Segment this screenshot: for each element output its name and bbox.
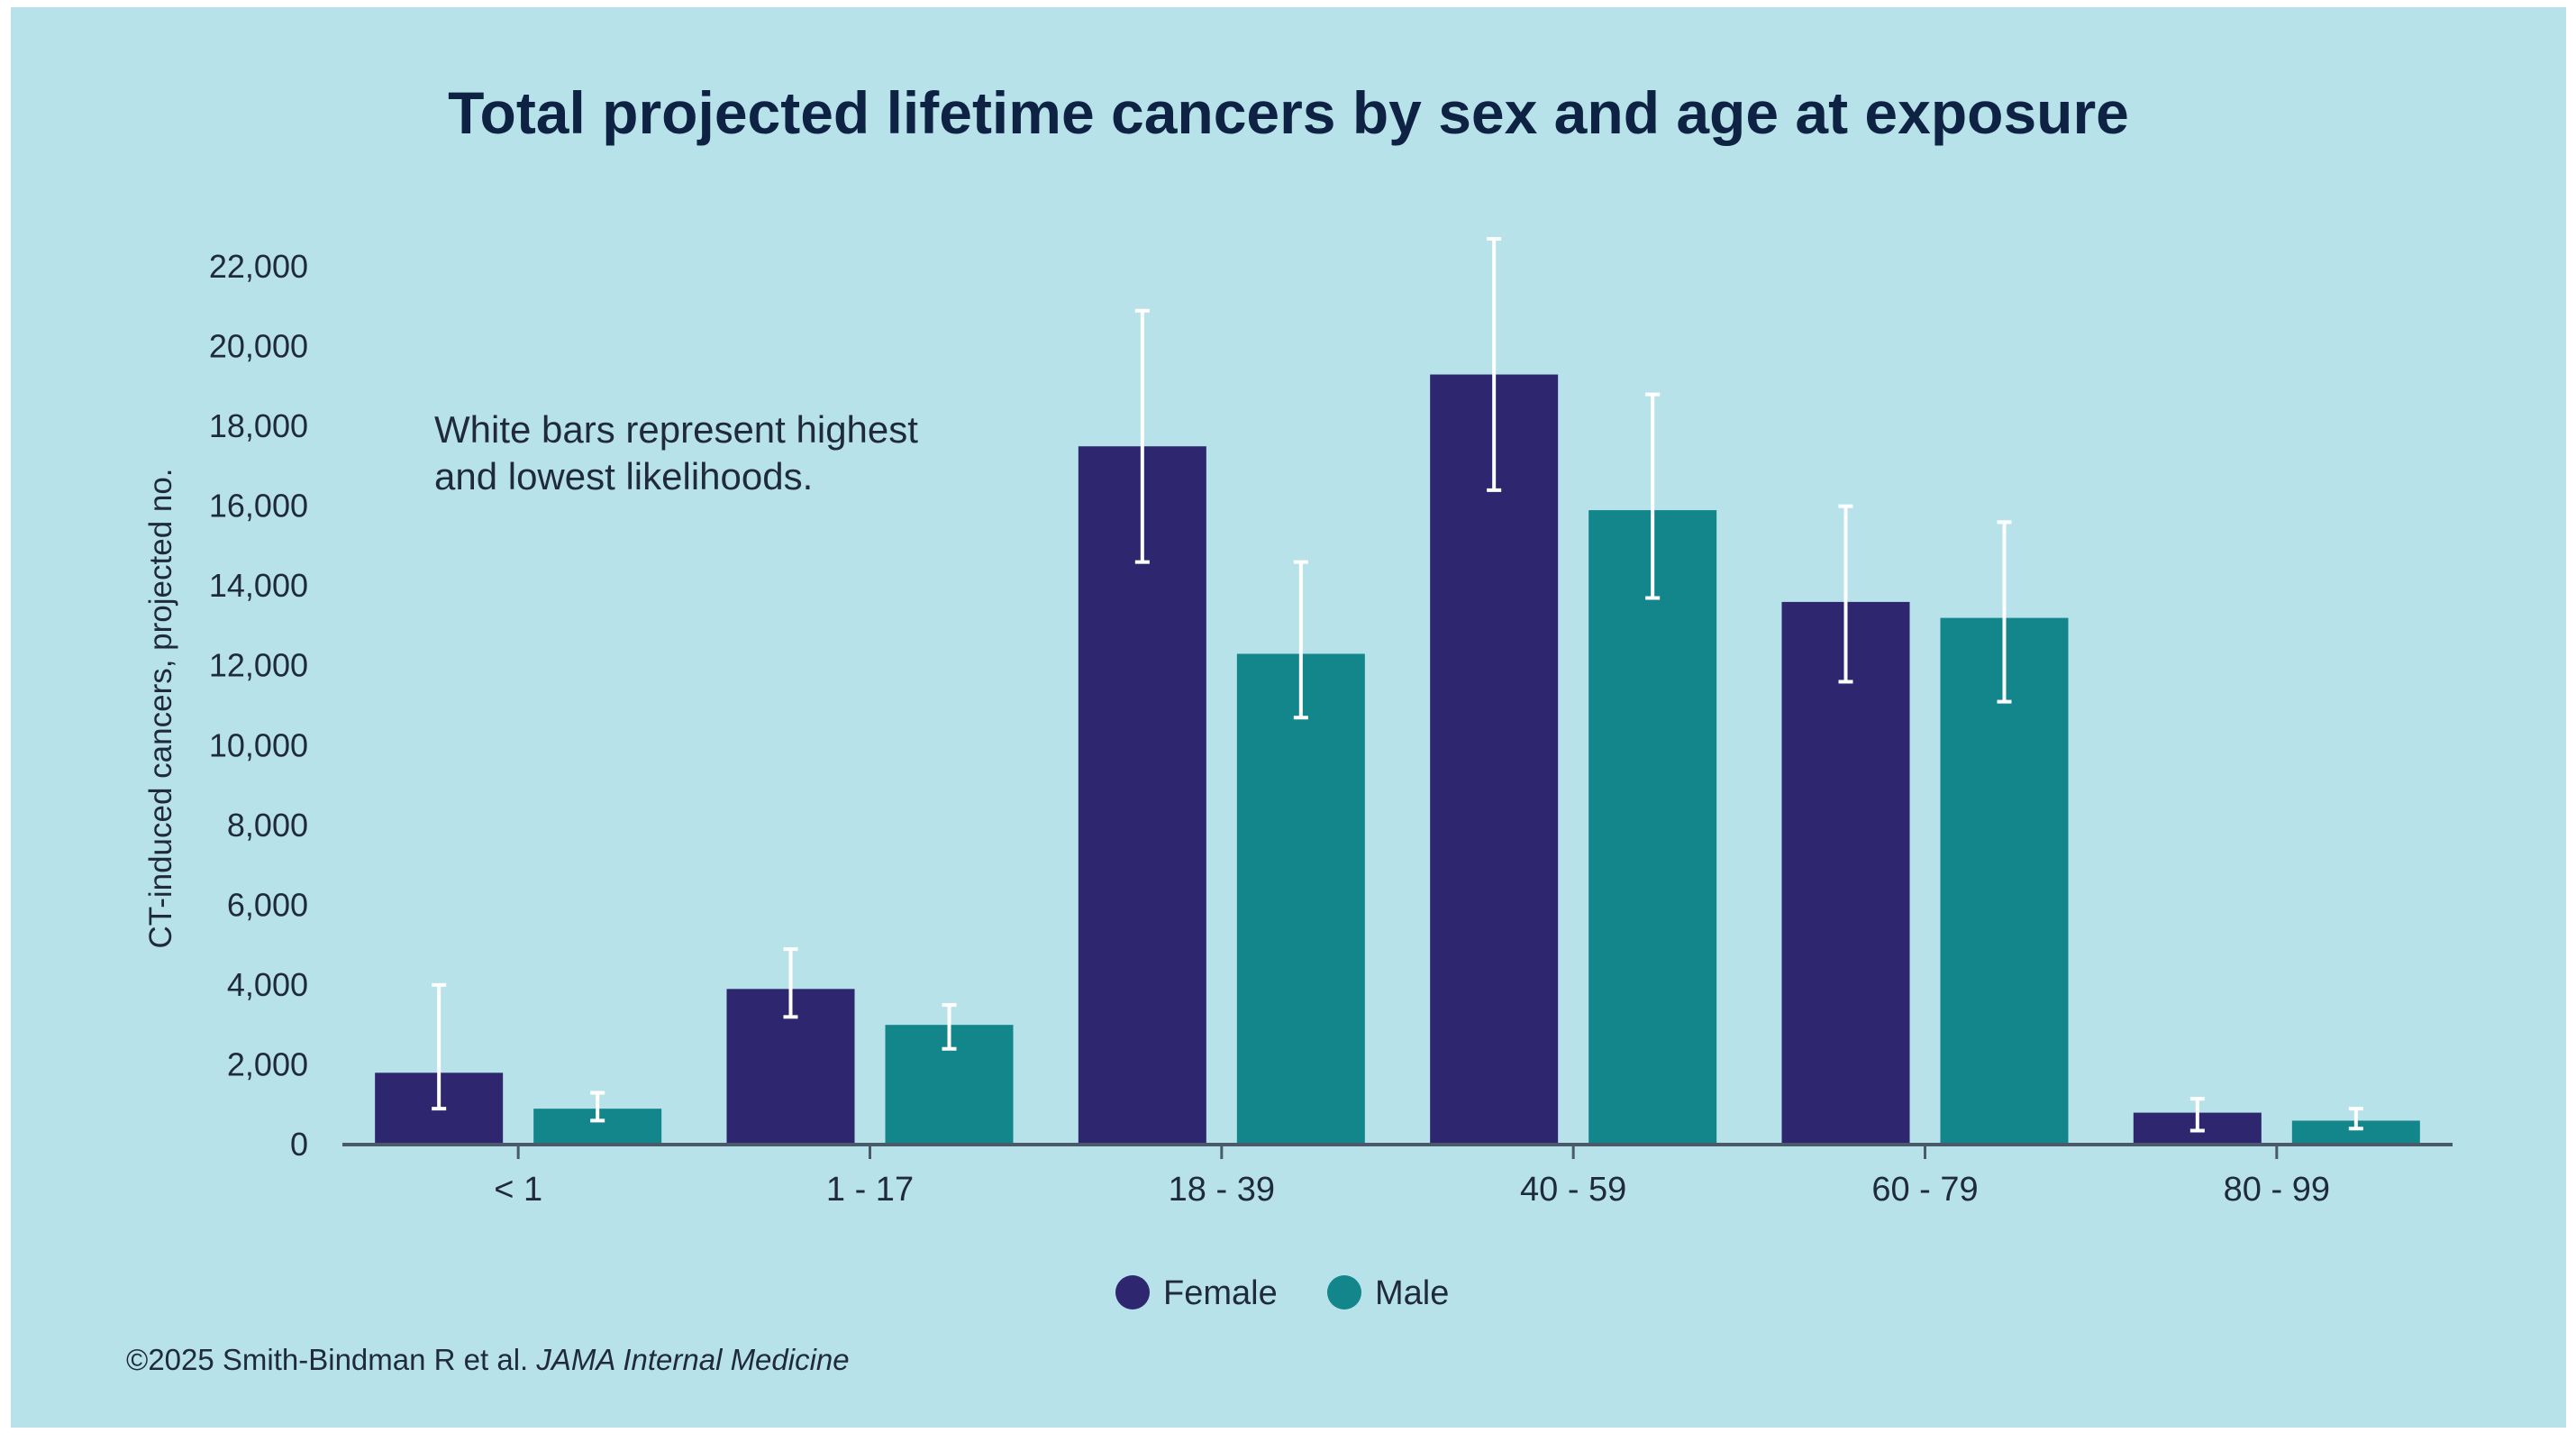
y-tick-label: 22,000 [209,248,308,285]
annotation-line-1: White bars represent highest [434,408,918,451]
bars-layer [375,374,2420,1145]
y-tick-label: 10,000 [209,726,308,763]
x-tick-label: 18 - 39 [1169,1171,1275,1209]
x-axis: < 1 1 - 17 18 - 39 40 - 59 60 - 79 80 - 99 [342,1143,2453,1209]
legend: Female Male [1115,1274,1449,1312]
bar-female [1430,374,1559,1145]
source-credit: ©2025 Smith-Bindman R et al. JAMA Intern… [126,1343,850,1376]
x-tick-label: 80 - 99 [2224,1171,2330,1209]
chart-title: Total projected lifetime cancers by sex … [448,79,2129,146]
x-tick-label: < 1 [494,1171,542,1209]
legend-female-label: Female [1163,1274,1278,1312]
legend-female-marker [1115,1275,1150,1310]
y-tick-label: 4,000 [227,966,308,1003]
y-tick-label: 8,000 [227,807,308,844]
y-tick-label: 2,000 [227,1045,308,1082]
y-tick-label: 12,000 [209,647,308,684]
x-tick-label: 1 - 17 [826,1171,914,1209]
source-journal: JAMA Internal Medicine [535,1343,849,1376]
y-tick-label: 18,000 [209,407,308,444]
source-prefix: ©2025 Smith-Bindman R et al. [126,1343,536,1376]
y-axis: 0 2,000 4,000 6,000 8,000 10,000 12,000 14,000 1… [209,248,308,1163]
y-tick-label: 14,000 [209,567,308,604]
bar-male [1588,510,1717,1145]
y-tick-label: 20,000 [209,328,308,365]
annotation-line-2: and lowest likelihoods. [434,455,813,497]
bar-male [1940,617,2069,1145]
legend-male-label: Male [1375,1274,1449,1312]
x-tick-label: 60 - 79 [1871,1171,1978,1209]
chart-panel: Total projected lifetime cancers by sex … [11,7,2566,1428]
legend-male-marker [1327,1275,1361,1310]
y-tick-label: 0 [290,1126,308,1163]
bar-male [1236,653,1365,1145]
y-tick-label: 6,000 [227,886,308,923]
y-axis-label: CT-induced cancers, projected no. [143,468,178,948]
bar-chart: Total projected lifetime cancers by sex … [126,79,2453,1376]
y-tick-label: 16,000 [209,488,308,525]
error-bars-layer [432,237,2363,1133]
x-tick-label: 40 - 59 [1520,1171,1626,1209]
bar-female [1781,601,1910,1145]
